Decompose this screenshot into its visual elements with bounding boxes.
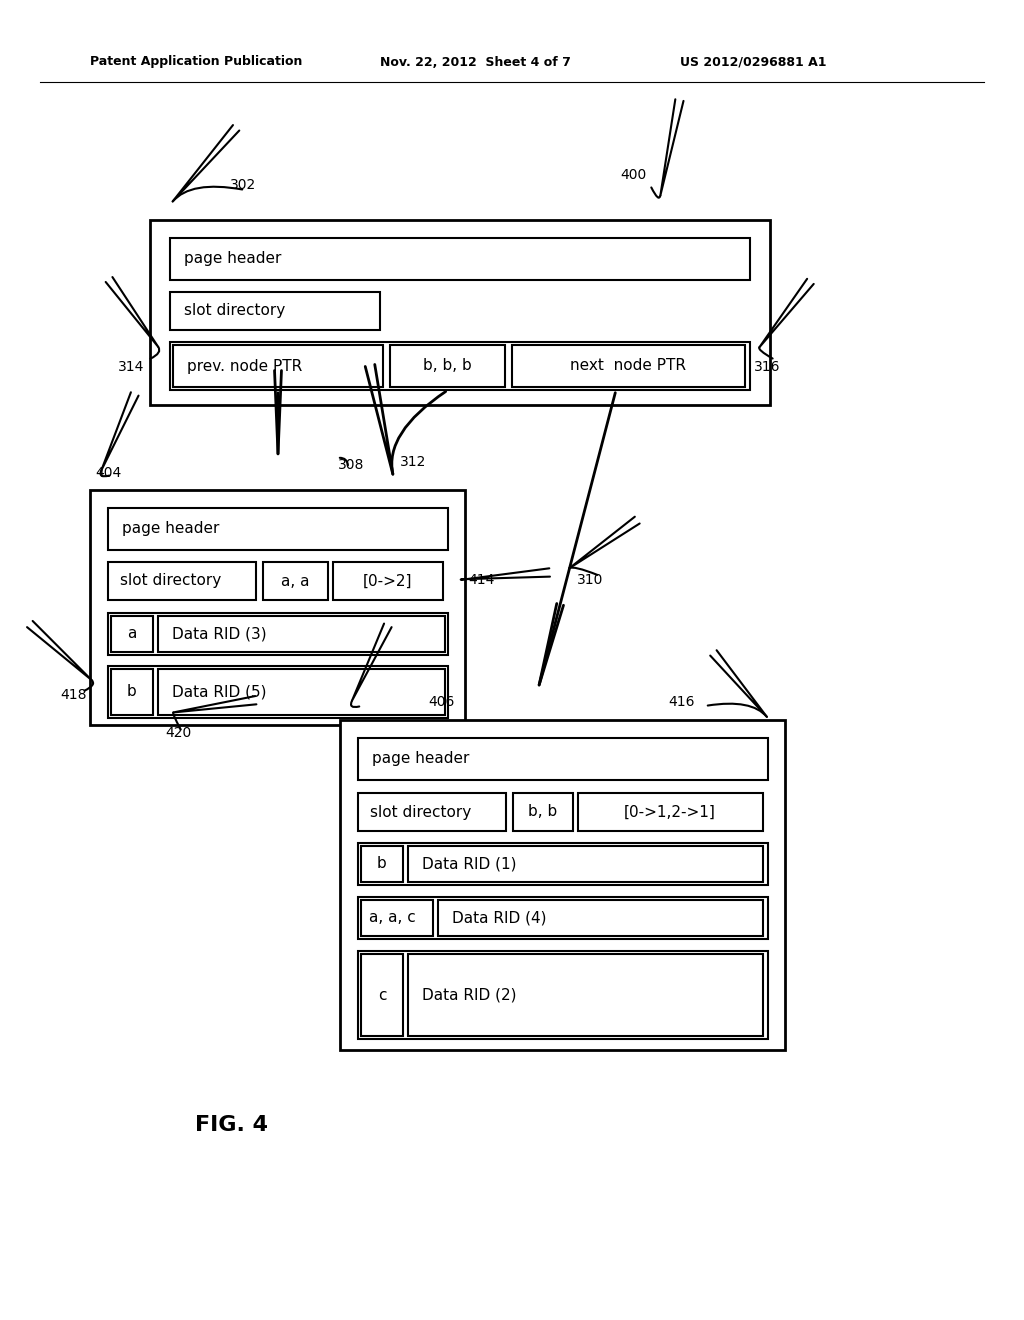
Bar (108, 612, 449, 655)
Text: 420: 420 (165, 726, 191, 741)
Bar (361, 900, 433, 936)
Bar (170, 238, 750, 280)
Bar (170, 292, 380, 330)
Bar (158, 616, 445, 652)
Text: 418: 418 (60, 688, 86, 702)
Text: b: b (377, 857, 387, 871)
Bar (340, 719, 785, 1049)
Text: a, a, c: a, a, c (369, 911, 416, 925)
Bar (408, 954, 763, 1036)
Bar (333, 562, 443, 601)
Bar (263, 562, 328, 601)
Bar (358, 738, 768, 780)
Bar (438, 900, 763, 936)
Text: b, b, b: b, b, b (423, 359, 471, 374)
Bar (170, 342, 750, 389)
Text: page header: page header (372, 751, 469, 767)
Bar (108, 508, 449, 550)
Bar (358, 898, 768, 939)
Bar (408, 846, 763, 882)
Bar (361, 846, 403, 882)
Text: Nov. 22, 2012  Sheet 4 of 7: Nov. 22, 2012 Sheet 4 of 7 (380, 55, 570, 69)
Bar (108, 667, 449, 718)
Text: Data RID (2): Data RID (2) (422, 987, 516, 1002)
Text: slot directory: slot directory (370, 804, 471, 820)
Text: Data RID (4): Data RID (4) (452, 911, 547, 925)
Bar (173, 345, 383, 387)
Text: page header: page header (122, 521, 219, 536)
Text: 310: 310 (577, 573, 603, 587)
Bar (111, 616, 153, 652)
Bar (158, 669, 445, 715)
Text: slot directory: slot directory (120, 573, 221, 589)
Text: [0->1,2->1]: [0->1,2->1] (624, 804, 716, 820)
Text: a: a (127, 627, 136, 642)
Text: 406: 406 (428, 696, 455, 709)
Bar (90, 490, 465, 725)
Text: prev. node PTR: prev. node PTR (187, 359, 302, 374)
Text: b: b (127, 685, 137, 700)
Bar (358, 950, 768, 1039)
Bar (108, 562, 256, 601)
Text: Patent Application Publication: Patent Application Publication (90, 55, 302, 69)
Text: 316: 316 (754, 360, 780, 374)
Bar (390, 345, 505, 387)
Bar (111, 669, 153, 715)
Text: US 2012/0296881 A1: US 2012/0296881 A1 (680, 55, 826, 69)
Text: c: c (378, 987, 386, 1002)
Bar (150, 220, 770, 405)
Text: FIG. 4: FIG. 4 (195, 1115, 268, 1135)
Text: next  node PTR: next node PTR (570, 359, 686, 374)
Text: 308: 308 (338, 458, 365, 473)
Text: 302: 302 (230, 178, 256, 191)
Text: 404: 404 (95, 466, 121, 480)
Bar (512, 345, 745, 387)
Text: b, b: b, b (528, 804, 558, 820)
Text: Data RID (3): Data RID (3) (172, 627, 266, 642)
Text: 314: 314 (118, 360, 144, 374)
Text: 416: 416 (668, 696, 694, 709)
Text: Data RID (1): Data RID (1) (422, 857, 516, 871)
Bar (358, 793, 506, 832)
Text: 414: 414 (468, 573, 495, 587)
Text: [0->2]: [0->2] (364, 573, 413, 589)
Bar (361, 954, 403, 1036)
Text: a, a: a, a (281, 573, 309, 589)
Bar (513, 793, 573, 832)
Text: 400: 400 (620, 168, 646, 182)
Text: slot directory: slot directory (184, 304, 286, 318)
Bar (358, 843, 768, 884)
Text: page header: page header (184, 252, 282, 267)
Text: 312: 312 (400, 455, 426, 469)
Text: Data RID (5): Data RID (5) (172, 685, 266, 700)
Bar (578, 793, 763, 832)
